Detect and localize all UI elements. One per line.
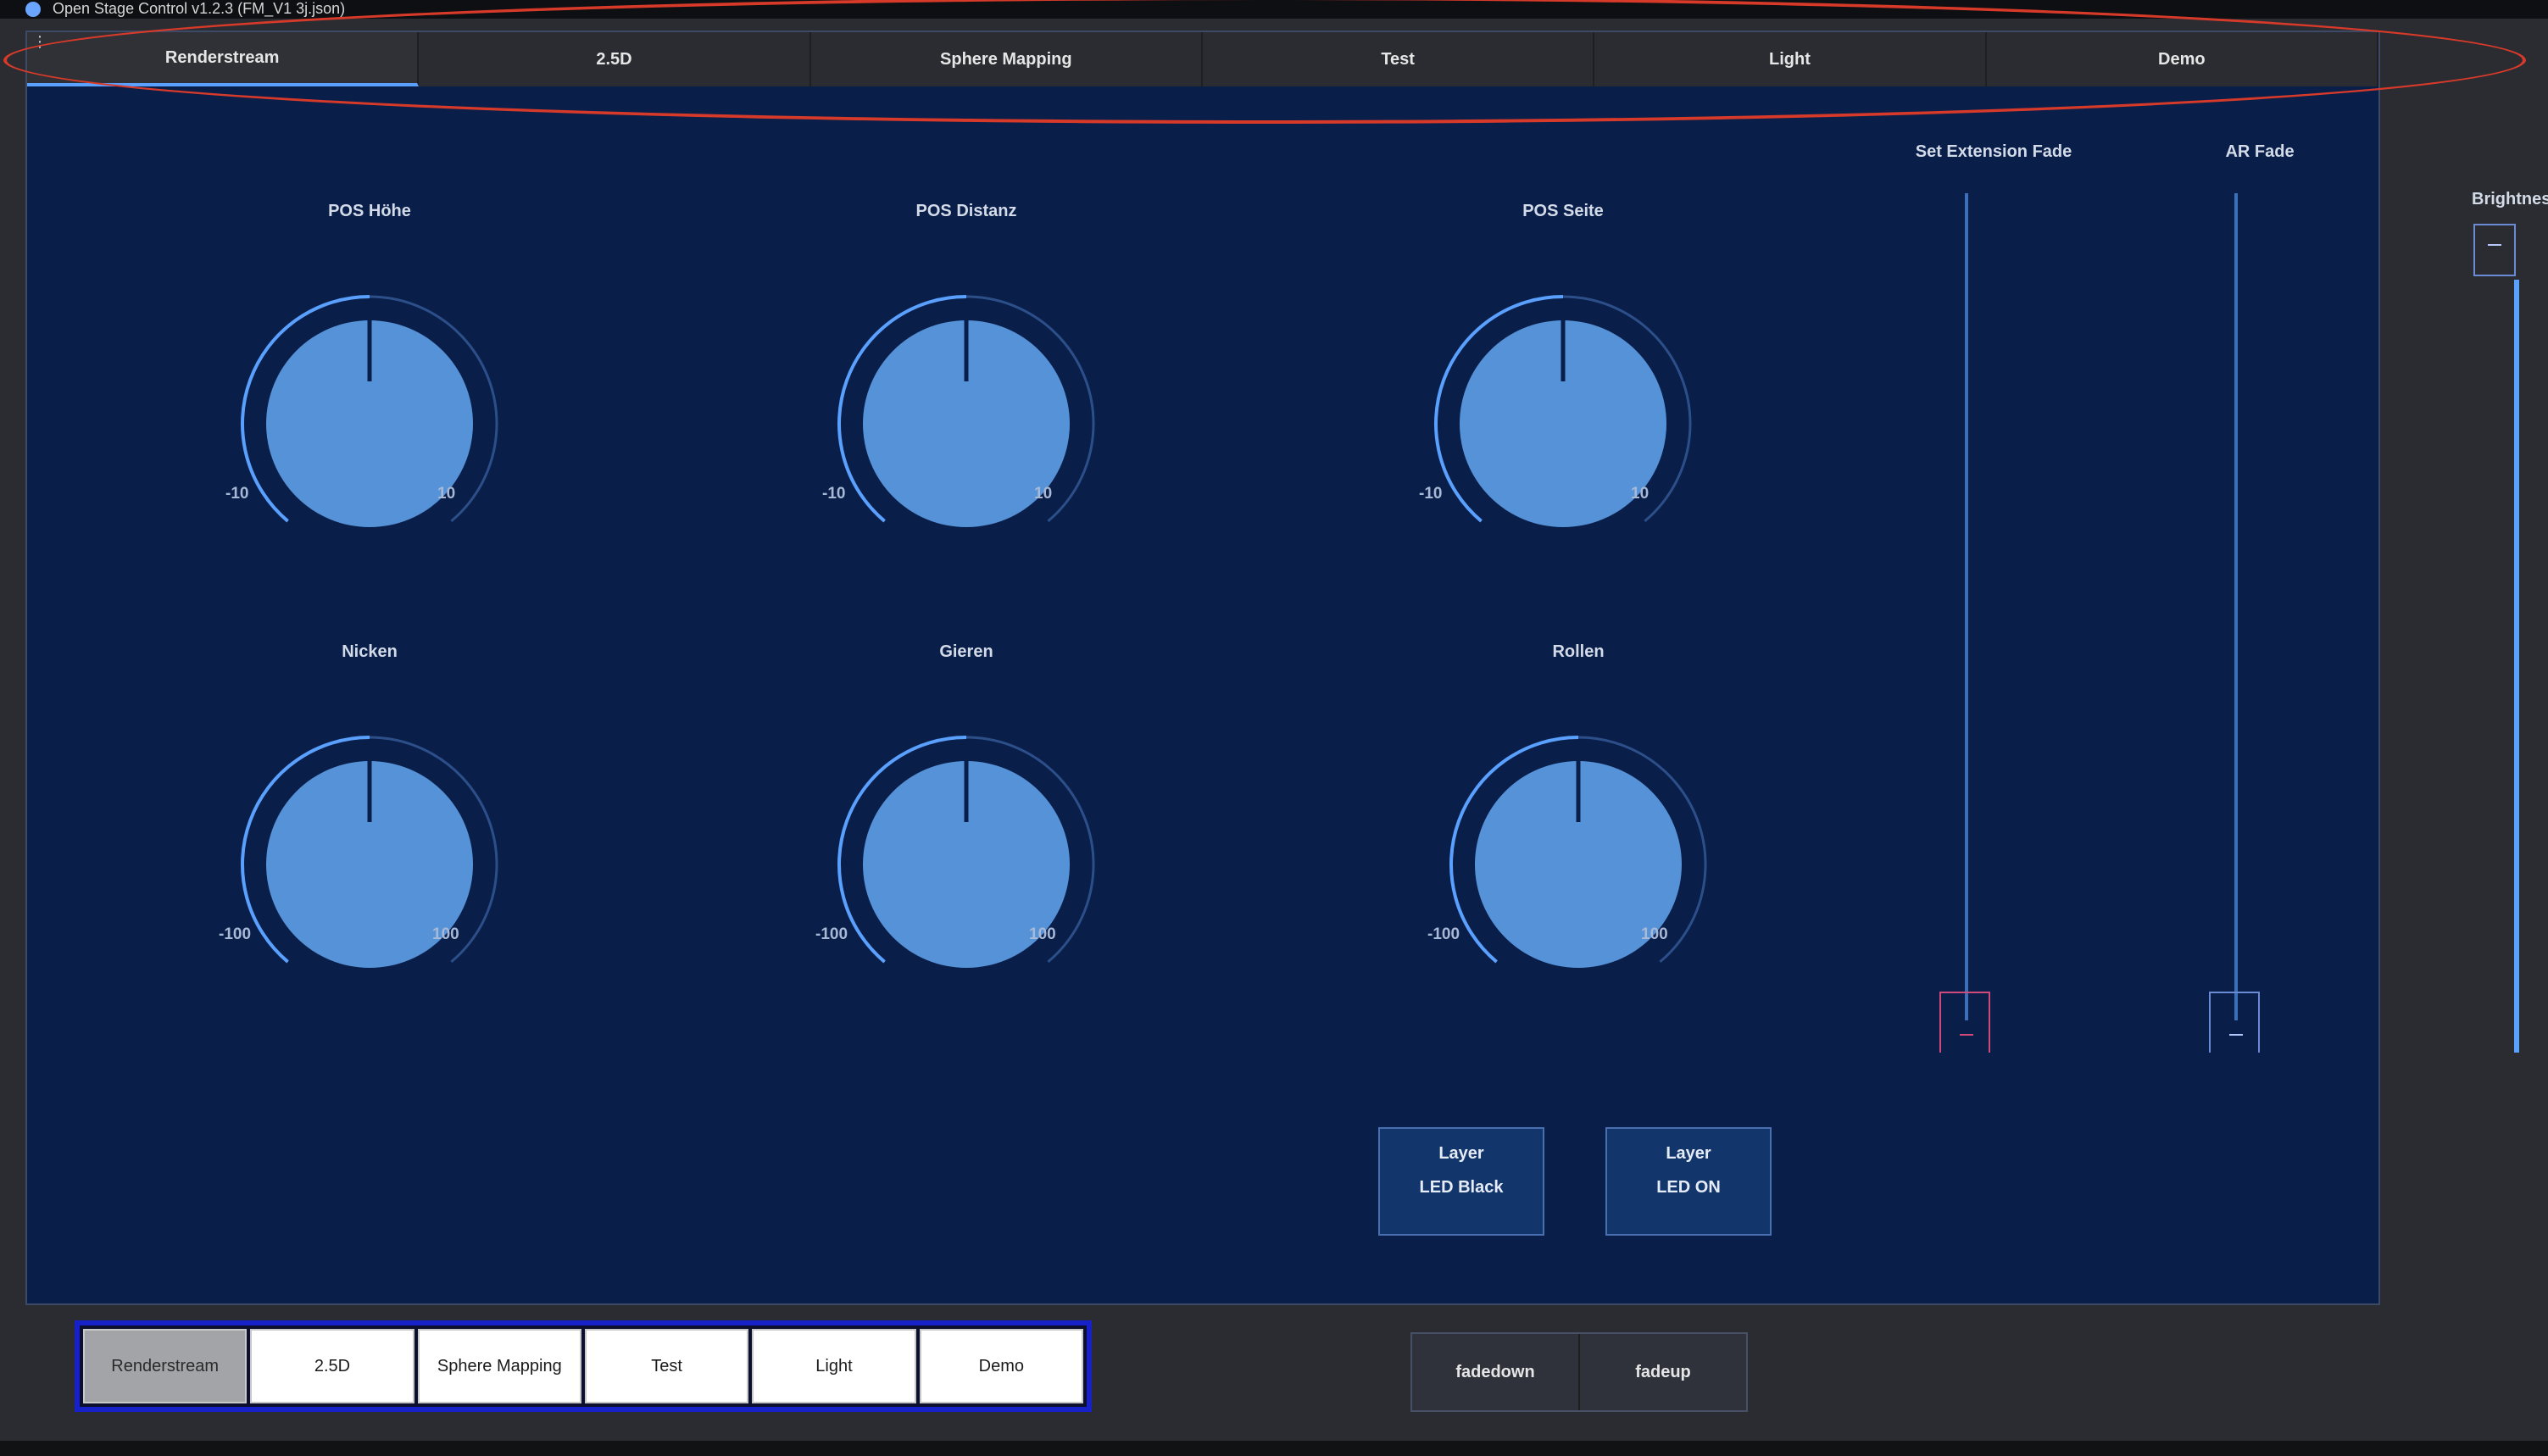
fader-handle-ar[interactable] [2209, 992, 2260, 1053]
knob-pos-seite[interactable] [1407, 254, 1719, 542]
layer-led-on-button[interactable]: Layer LED ON [1605, 1127, 1772, 1236]
knob-label-pos-distanz: POS Distanz [915, 202, 1017, 220]
fader-track-set-extension[interactable] [1965, 193, 1968, 1020]
fader-track-ar[interactable] [2234, 193, 2238, 1020]
fadedown-button[interactable]: fadedown [1412, 1334, 1580, 1410]
bottom-tab-demo[interactable]: Demo [919, 1329, 1083, 1403]
fader-handle-brightness[interactable] [2473, 224, 2516, 276]
bottom-tab-light[interactable]: Light [752, 1329, 916, 1403]
fade-button-group: fadedown fadeup [1410, 1332, 1748, 1412]
knob-min-pos-seite: -10 [1419, 485, 1443, 503]
fader-label-ar: AR Fade [2225, 142, 2295, 161]
app-icon [25, 2, 41, 17]
fader-handle-set-extension[interactable] [1939, 992, 1990, 1053]
knob-max-pos-seite: 10 [1631, 485, 1650, 503]
knob-label-rollen: Rollen [1552, 642, 1605, 661]
tab-sphere-mapping[interactable]: Sphere Mapping [811, 32, 1203, 86]
knob-rollen[interactable] [1422, 695, 1734, 983]
tab-2-5d[interactable]: 2.5D [419, 32, 811, 86]
knob-pos-distanz[interactable] [810, 254, 1122, 542]
knob-max-nicken: 100 [432, 925, 459, 943]
knob-label-gieren: Gieren [939, 642, 993, 661]
knob-nicken[interactable] [214, 695, 526, 983]
knob-pos-hoehe[interactable] [214, 254, 526, 542]
taskbar [0, 1441, 2548, 1456]
tab-bar: Renderstream 2.5D Sphere Mapping Test Li… [27, 32, 2378, 86]
knob-max-rollen: 100 [1641, 925, 1668, 943]
knob-label-pos-seite: POS Seite [1522, 202, 1604, 220]
knob-label-nicken: Nicken [342, 642, 398, 661]
bottom-tab-switcher: Renderstream 2.5D Sphere Mapping Test Li… [75, 1320, 1092, 1412]
layer-led-on-line1: Layer [1666, 1144, 1711, 1163]
fader-label-set-extension: Set Extension Fade [1915, 142, 2072, 161]
bottom-tab-renderstream[interactable]: Renderstream [83, 1329, 248, 1403]
tab-menu-dots-icon[interactable]: ⋮ [32, 34, 47, 56]
bottom-tab-sphere-mapping[interactable]: Sphere Mapping [417, 1329, 581, 1403]
fadeup-button[interactable]: fadeup [1635, 1362, 1691, 1381]
bottom-tab-test[interactable]: Test [584, 1329, 749, 1403]
knob-min-rollen: -100 [1427, 925, 1460, 943]
knob-min-pos-hoehe: -10 [225, 485, 249, 503]
tab-test[interactable]: Test [1203, 32, 1595, 86]
layer-led-on-line2: LED ON [1656, 1178, 1721, 1197]
window-title: Open Stage Control v1.2.3 (FM_V1 3j.json… [53, 0, 346, 17]
knob-gieren[interactable] [810, 695, 1122, 983]
knob-max-gieren: 100 [1029, 925, 1056, 943]
fader-label-brightness: Brightness [2472, 190, 2548, 208]
window-titlebar: Open Stage Control v1.2.3 (FM_V1 3j.json… [0, 0, 2548, 19]
tab-renderstream[interactable]: Renderstream [27, 32, 420, 86]
knob-label-pos-hoehe: POS Höhe [328, 202, 411, 220]
bottom-tab-2-5d[interactable]: 2.5D [250, 1329, 414, 1403]
layer-led-black-button[interactable]: Layer LED Black [1378, 1127, 1544, 1236]
tab-demo[interactable]: Demo [1987, 32, 2378, 86]
knob-min-nicken: -100 [219, 925, 252, 943]
layer-led-black-line2: LED Black [1419, 1178, 1504, 1197]
main-panel: Renderstream 2.5D Sphere Mapping Test Li… [25, 31, 2380, 1305]
knob-max-pos-hoehe: 10 [437, 485, 456, 503]
knob-min-pos-distanz: -10 [822, 485, 846, 503]
layer-led-black-line1: Layer [1438, 1144, 1484, 1163]
tab-light[interactable]: Light [1594, 32, 1987, 86]
knob-min-gieren: -100 [815, 925, 848, 943]
fader-track-brightness[interactable] [2514, 280, 2519, 1053]
knob-max-pos-distanz: 10 [1034, 485, 1053, 503]
